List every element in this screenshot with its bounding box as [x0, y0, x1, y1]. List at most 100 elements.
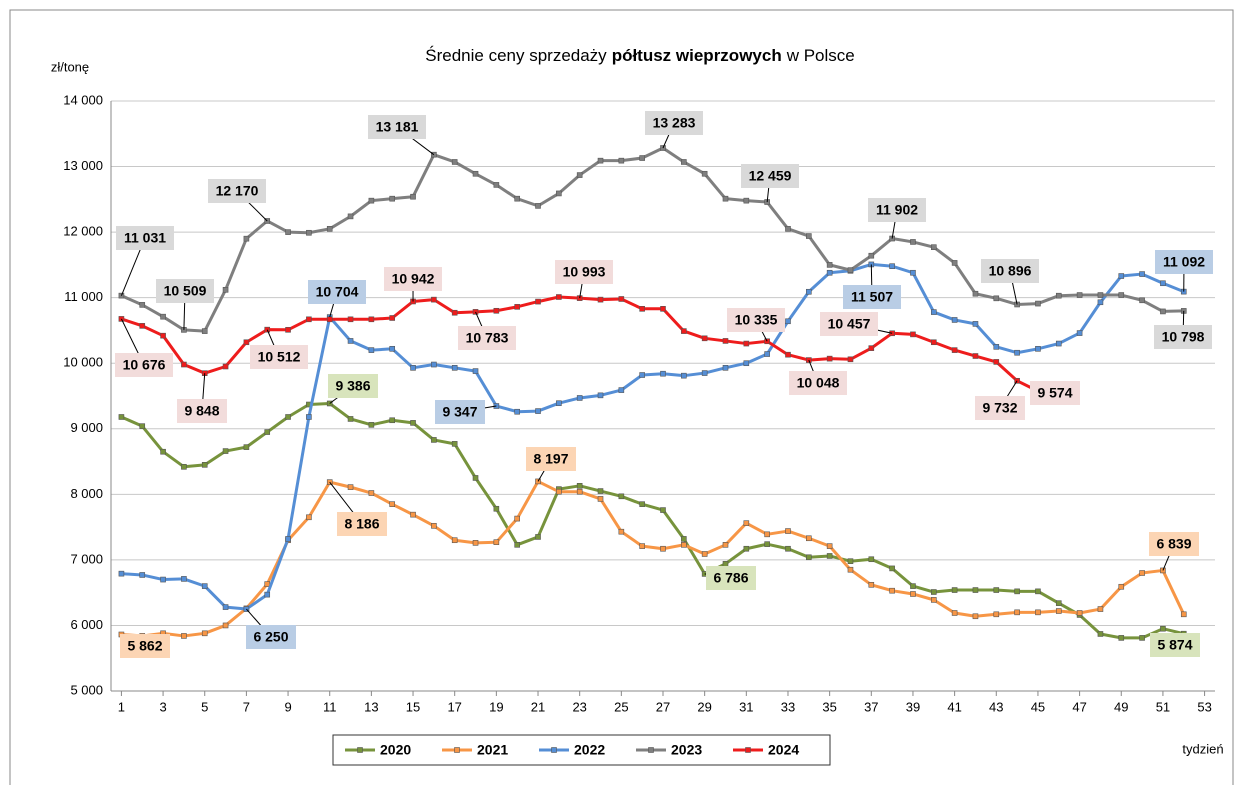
point-marker [494, 506, 499, 511]
y-tick-label: 5 000 [70, 682, 103, 697]
data-label: 10 798 [1162, 329, 1205, 345]
point-marker [1098, 300, 1103, 305]
point-marker [910, 591, 915, 596]
point-marker [869, 582, 874, 587]
y-tick-label: 11 000 [64, 289, 103, 304]
point-marker [1119, 274, 1124, 279]
point-marker [452, 538, 457, 543]
point-marker [515, 409, 520, 414]
title-part: w Polsce [786, 46, 855, 65]
point-marker [827, 262, 832, 267]
point-marker [390, 196, 395, 201]
x-tick-label: 19 [489, 699, 503, 714]
legend-marker [746, 748, 751, 753]
x-tick-label: 25 [614, 699, 628, 714]
point-marker [598, 393, 603, 398]
point-marker [973, 291, 978, 296]
point-marker [994, 612, 999, 617]
point-marker [702, 551, 707, 556]
x-tick-label: 7 [243, 699, 250, 714]
point-marker [1119, 293, 1124, 298]
point-marker [181, 362, 186, 367]
point-marker [265, 592, 270, 597]
data-label: 5 874 [1157, 637, 1192, 653]
legend-marker [455, 748, 460, 753]
point-marker [931, 245, 936, 250]
point-marker [556, 489, 561, 494]
point-marker [452, 441, 457, 446]
point-marker [494, 540, 499, 545]
point-marker [1056, 609, 1061, 614]
point-marker [640, 502, 645, 507]
point-marker [619, 158, 624, 163]
point-marker [515, 516, 520, 521]
point-marker [744, 521, 749, 526]
data-label: 11 092 [1163, 254, 1205, 270]
point-marker [348, 214, 353, 219]
series [119, 401, 1186, 640]
data-label: 10 335 [735, 312, 778, 328]
point-marker [723, 196, 728, 201]
data-label: 10 993 [563, 264, 606, 280]
point-marker [994, 344, 999, 349]
point-marker [661, 508, 666, 513]
point-marker [577, 489, 582, 494]
point-marker [577, 173, 582, 178]
series-line [121, 297, 1038, 391]
point-marker [661, 546, 666, 551]
point-marker [161, 314, 166, 319]
point-marker [536, 534, 541, 539]
legend-marker [649, 748, 654, 753]
point-marker [1160, 281, 1165, 286]
point-marker [640, 544, 645, 549]
point-marker [869, 253, 874, 258]
point-marker [681, 159, 686, 164]
point-marker [286, 414, 291, 419]
x-tick-label: 13 [364, 699, 378, 714]
point-marker [994, 588, 999, 593]
point-marker [681, 329, 686, 334]
x-tick-label: 9 [284, 699, 291, 714]
point-marker [744, 361, 749, 366]
data-label: 10 509 [164, 283, 207, 299]
point-marker [306, 230, 311, 235]
legend-label: 2022 [574, 742, 605, 758]
point-marker [181, 576, 186, 581]
title-part: Średnie ceny sprzedaży [425, 46, 607, 65]
data-label: 8 197 [533, 451, 568, 467]
point-marker [1077, 610, 1082, 615]
point-marker [910, 584, 915, 589]
y-tick-label: 7 000 [70, 551, 103, 566]
data-label: 9 574 [1037, 385, 1072, 401]
point-marker [348, 416, 353, 421]
point-marker [1119, 584, 1124, 589]
point-marker [161, 333, 166, 338]
point-marker [952, 348, 957, 353]
point-marker [806, 289, 811, 294]
point-marker [827, 544, 832, 549]
point-marker [640, 373, 645, 378]
point-marker [348, 338, 353, 343]
point-marker [473, 369, 478, 374]
point-marker [1140, 635, 1145, 640]
point-marker [723, 561, 728, 566]
x-tick-label: 41 [947, 699, 961, 714]
legend-label: 2020 [380, 742, 411, 758]
point-marker [1098, 607, 1103, 612]
x-tick-label: 39 [906, 699, 920, 714]
point-marker [681, 536, 686, 541]
point-marker [536, 409, 541, 414]
point-marker [931, 597, 936, 602]
x-tick-label: 43 [989, 699, 1003, 714]
point-marker [1015, 589, 1020, 594]
point-marker [952, 317, 957, 322]
data-label: 11 902 [876, 202, 918, 218]
point-marker [161, 449, 166, 454]
data-label: 6 786 [713, 570, 748, 586]
point-marker [1140, 571, 1145, 576]
y-tick-label: 10 000 [63, 355, 103, 370]
data-label: 6 839 [1156, 536, 1191, 552]
point-marker [890, 264, 895, 269]
point-marker [765, 532, 770, 537]
point-marker [369, 317, 374, 322]
